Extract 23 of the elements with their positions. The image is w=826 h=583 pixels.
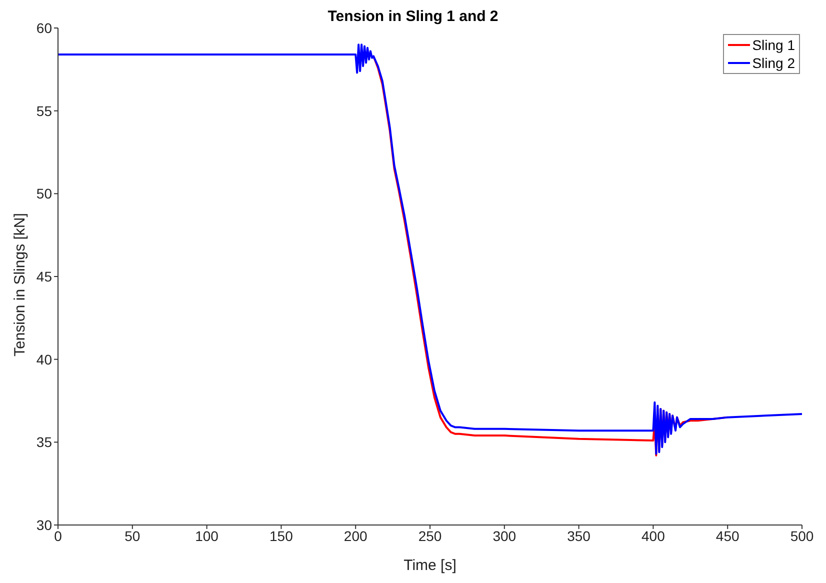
y-axis-title: Tension in Slings [kN] [11, 213, 28, 356]
x-axis-title: Time [s] [404, 557, 456, 574]
x-tick-label: 150 [270, 528, 294, 544]
y-tick-label: 45 [36, 268, 52, 284]
legend-label: Sling 1 [752, 36, 795, 54]
x-tick-label: 200 [344, 528, 368, 544]
legend-label: Sling 2 [752, 54, 795, 72]
x-tick-label: 250 [418, 528, 442, 544]
x-tick-label: 450 [716, 528, 740, 544]
y-tick-label: 35 [36, 434, 52, 450]
x-tick-label: 100 [195, 528, 219, 544]
x-tick-label: 350 [567, 528, 591, 544]
x-tick-label: 50 [124, 528, 140, 544]
y-tick-label: 55 [36, 102, 52, 119]
x-tick-label: 0 [54, 528, 62, 544]
y-tick-label: 50 [36, 186, 52, 202]
x-tick-label: 300 [492, 528, 516, 544]
x-tick-label: 500 [790, 528, 814, 544]
y-tick-label: 30 [36, 516, 52, 533]
y-tick-label: 60 [36, 20, 52, 36]
y-tick-label: 40 [36, 351, 52, 368]
chart-title: Tension in Sling 1 and 2 [328, 8, 498, 25]
x-tick-label: 400 [642, 528, 666, 544]
